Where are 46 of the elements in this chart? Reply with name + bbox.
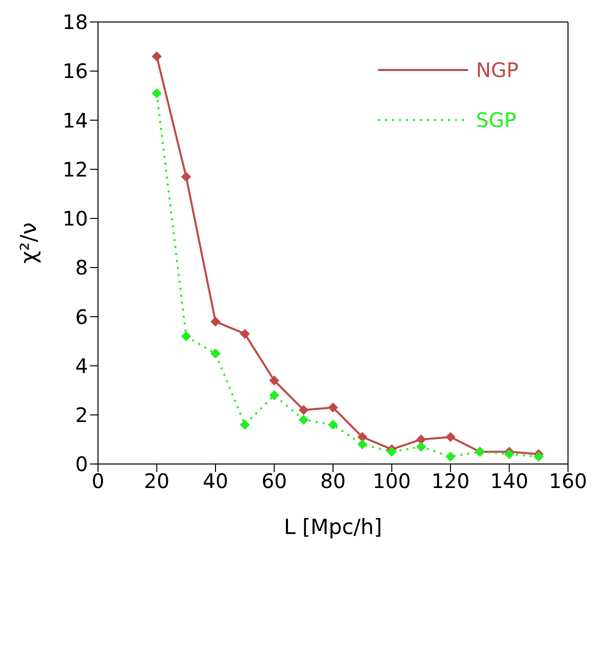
x-tick-label: 160 <box>548 469 588 494</box>
y-tick-label: 14 <box>62 108 88 132</box>
point <box>446 452 456 462</box>
point <box>504 449 514 460</box>
y-tick-label: 2 <box>75 402 88 427</box>
point <box>152 51 162 62</box>
x-axis-title: L [Mpc/h] <box>284 515 382 539</box>
y-tick-label: 4 <box>75 354 88 378</box>
point <box>240 420 250 430</box>
x-tick-label: 20 <box>144 469 170 494</box>
point <box>181 172 192 182</box>
point <box>298 414 309 425</box>
y-tick-label: 6 <box>75 304 88 329</box>
point <box>210 348 220 358</box>
point <box>240 328 250 339</box>
point <box>386 446 397 457</box>
point <box>416 442 426 452</box>
point <box>181 331 192 342</box>
point <box>328 402 338 413</box>
point <box>357 439 368 450</box>
x-tick-label: 120 <box>431 469 470 494</box>
point <box>534 452 544 462</box>
point <box>152 88 162 98</box>
point <box>328 420 338 430</box>
point <box>298 404 309 415</box>
point <box>357 432 368 442</box>
x-tick-label: 140 <box>490 469 528 494</box>
x-tick-label: 0 <box>92 469 104 494</box>
point <box>269 390 280 400</box>
x-tick-label: 60 <box>262 469 287 494</box>
y-axis-title: χ²/ν <box>16 222 42 264</box>
y-tick-label: 10 <box>62 206 88 231</box>
point <box>210 316 220 327</box>
legend-label: SGP <box>476 108 516 132</box>
x-tick-label: 40 <box>202 469 228 494</box>
legend-label: NGP <box>476 58 519 82</box>
y-tick-label: 12 <box>62 157 88 182</box>
point <box>446 432 456 442</box>
y-tick-label: 8 <box>75 256 88 280</box>
y-tick-label: 18 <box>62 10 88 34</box>
point <box>269 376 280 386</box>
x-tick-label: 80 <box>320 469 346 494</box>
x-tick-label: 100 <box>372 469 411 494</box>
y-tick-label: 16 <box>62 59 88 84</box>
point <box>416 434 426 444</box>
y-tick-label: 0 <box>75 452 88 476</box>
